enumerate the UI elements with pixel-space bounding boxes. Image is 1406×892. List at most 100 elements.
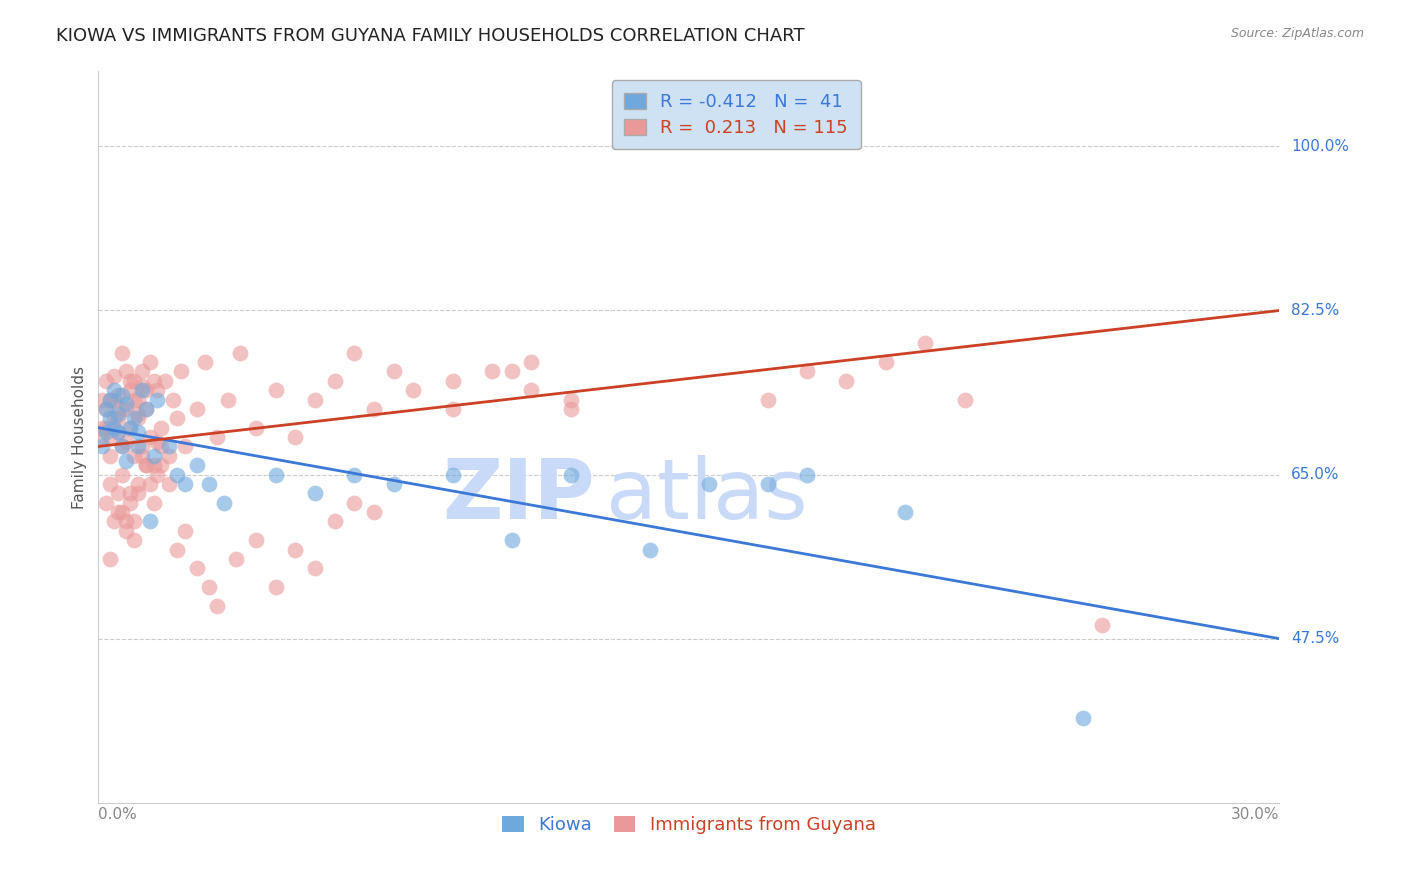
Point: [115, 397, 138, 411]
Point: [155, 374, 177, 388]
Point: [174, 524, 197, 538]
Point: [98, 552, 121, 566]
Point: [756, 477, 779, 491]
Point: [194, 355, 217, 369]
Point: [284, 542, 307, 557]
Point: [560, 401, 582, 416]
Point: [138, 430, 160, 444]
Point: [638, 542, 661, 557]
Point: [111, 388, 134, 402]
Point: [91, 392, 114, 407]
Point: [131, 378, 153, 392]
Point: [560, 392, 582, 407]
Point: [107, 425, 129, 440]
Point: [107, 411, 129, 425]
Point: [91, 420, 114, 434]
Point: [98, 411, 121, 425]
Y-axis label: Family Households: Family Households: [72, 366, 87, 508]
Point: [96, 425, 118, 440]
Point: [174, 477, 197, 491]
Point: [323, 374, 346, 388]
Point: [131, 440, 153, 454]
Point: [756, 392, 779, 407]
Point: [111, 440, 134, 454]
Point: [520, 355, 543, 369]
Point: [111, 440, 134, 454]
Point: [131, 383, 153, 397]
Point: [115, 401, 138, 416]
Point: [138, 477, 160, 491]
Point: [118, 486, 141, 500]
Point: [264, 467, 287, 482]
Point: [98, 449, 121, 463]
Point: [115, 364, 138, 378]
Point: [214, 496, 236, 510]
Point: [441, 374, 464, 388]
Point: [111, 467, 134, 482]
Point: [107, 425, 129, 440]
Point: [150, 420, 173, 434]
Point: [501, 533, 523, 548]
Point: [157, 449, 180, 463]
Point: [107, 505, 129, 519]
Point: [111, 345, 134, 359]
Point: [107, 486, 129, 500]
Point: [157, 477, 180, 491]
Point: [135, 383, 157, 397]
Point: [197, 477, 219, 491]
Text: KIOWA VS IMMIGRANTS FROM GUYANA FAMILY HOUSEHOLDS CORRELATION CHART: KIOWA VS IMMIGRANTS FROM GUYANA FAMILY H…: [56, 27, 804, 45]
Point: [225, 552, 247, 566]
Point: [186, 458, 208, 473]
Point: [245, 420, 267, 434]
Point: [1071, 711, 1094, 725]
Point: [96, 420, 118, 434]
Point: [122, 449, 145, 463]
Legend: Kiowa, Immigrants from Guyana: Kiowa, Immigrants from Guyana: [491, 805, 887, 845]
Point: [135, 458, 157, 473]
Point: [98, 477, 121, 491]
Point: [186, 561, 208, 575]
Text: 65.0%: 65.0%: [1291, 467, 1340, 482]
Point: [98, 392, 121, 407]
Point: [953, 392, 976, 407]
Point: [170, 364, 193, 378]
Point: [107, 388, 129, 402]
Point: [363, 505, 385, 519]
Point: [382, 364, 405, 378]
Point: [122, 392, 145, 407]
Point: [96, 496, 118, 510]
Point: [91, 440, 114, 454]
Point: [135, 401, 157, 416]
Point: [115, 434, 138, 449]
Text: Source: ZipAtlas.com: Source: ZipAtlas.com: [1230, 27, 1364, 40]
Point: [118, 383, 141, 397]
Point: [107, 407, 129, 421]
Point: [131, 449, 153, 463]
Point: [127, 392, 149, 407]
Point: [441, 401, 464, 416]
Point: [115, 453, 138, 467]
Text: 30.0%: 30.0%: [1232, 807, 1279, 822]
Point: [142, 458, 165, 473]
Point: [520, 383, 543, 397]
Point: [118, 420, 141, 434]
Point: [103, 411, 125, 425]
Point: [697, 477, 720, 491]
Point: [115, 524, 138, 538]
Point: [146, 392, 169, 407]
Point: [205, 430, 228, 444]
Point: [382, 477, 405, 491]
Point: [103, 383, 125, 397]
Point: [343, 345, 366, 359]
Point: [1091, 617, 1114, 632]
Point: [150, 458, 173, 473]
Point: [142, 496, 165, 510]
Point: [174, 440, 197, 454]
Point: [796, 364, 818, 378]
Point: [138, 515, 160, 529]
Point: [363, 401, 385, 416]
Point: [146, 467, 169, 482]
Point: [217, 392, 239, 407]
Point: [205, 599, 228, 613]
Point: [304, 486, 326, 500]
